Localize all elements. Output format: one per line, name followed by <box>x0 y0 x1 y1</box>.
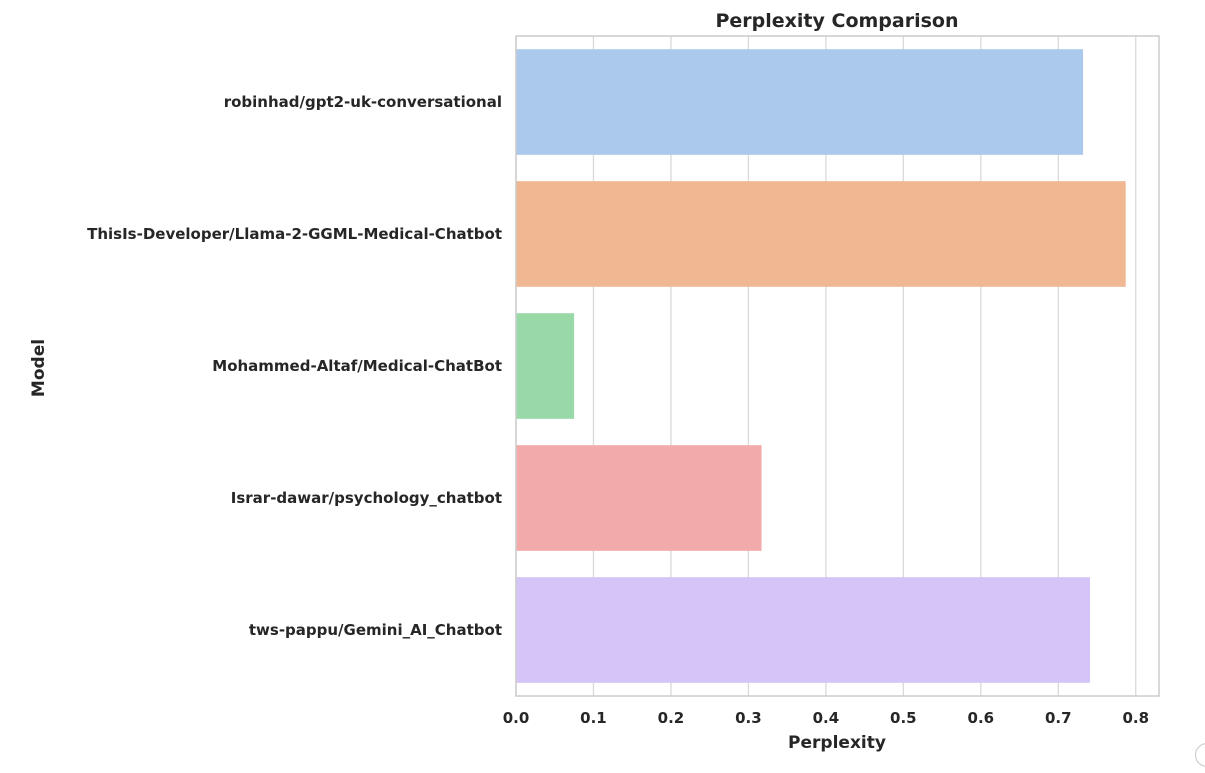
x-tick-label: 0.8 <box>1122 709 1149 727</box>
x-tick-labels: 0.0 0.1 0.2 0.3 0.4 0.5 0.6 0.7 0.8 <box>503 709 1149 727</box>
bar <box>516 181 1126 287</box>
x-tick-label: 0.7 <box>1045 709 1072 727</box>
category-label: Israr-dawar/psychology_chatbot <box>231 489 502 507</box>
category-label: tws-pappu/Gemini_AI_Chatbot <box>249 621 502 639</box>
category-label: robinhad/gpt2-uk-conversational <box>224 93 502 111</box>
x-tick-label: 0.3 <box>735 709 762 727</box>
bars <box>516 49 1126 683</box>
bar <box>516 49 1084 155</box>
x-tick-label: 0.4 <box>813 709 840 727</box>
bar <box>516 445 762 551</box>
y-axis-label: Model <box>29 339 49 397</box>
x-tick-label: 0.2 <box>658 709 685 727</box>
plot-frame <box>515 35 1160 697</box>
x-tick-label: 0.1 <box>580 709 607 727</box>
chart-title: Perplexity Comparison <box>715 10 958 32</box>
bar <box>516 313 575 419</box>
x-axis-label: Perplexity <box>788 733 886 753</box>
category-label: Mohammed-Altaf/Medical-ChatBot <box>212 357 502 375</box>
category-labels: robinhad/gpt2-uk-conversational ThisIs-De… <box>87 93 502 639</box>
bar <box>516 577 1091 683</box>
x-tick-label: 0.0 <box>503 709 530 727</box>
x-tick-label: 0.6 <box>968 709 995 727</box>
x-tick-label: 0.5 <box>890 709 917 727</box>
category-label: ThisIs-Developer/Llama-2-GGML-Medical-Ch… <box>87 225 502 243</box>
